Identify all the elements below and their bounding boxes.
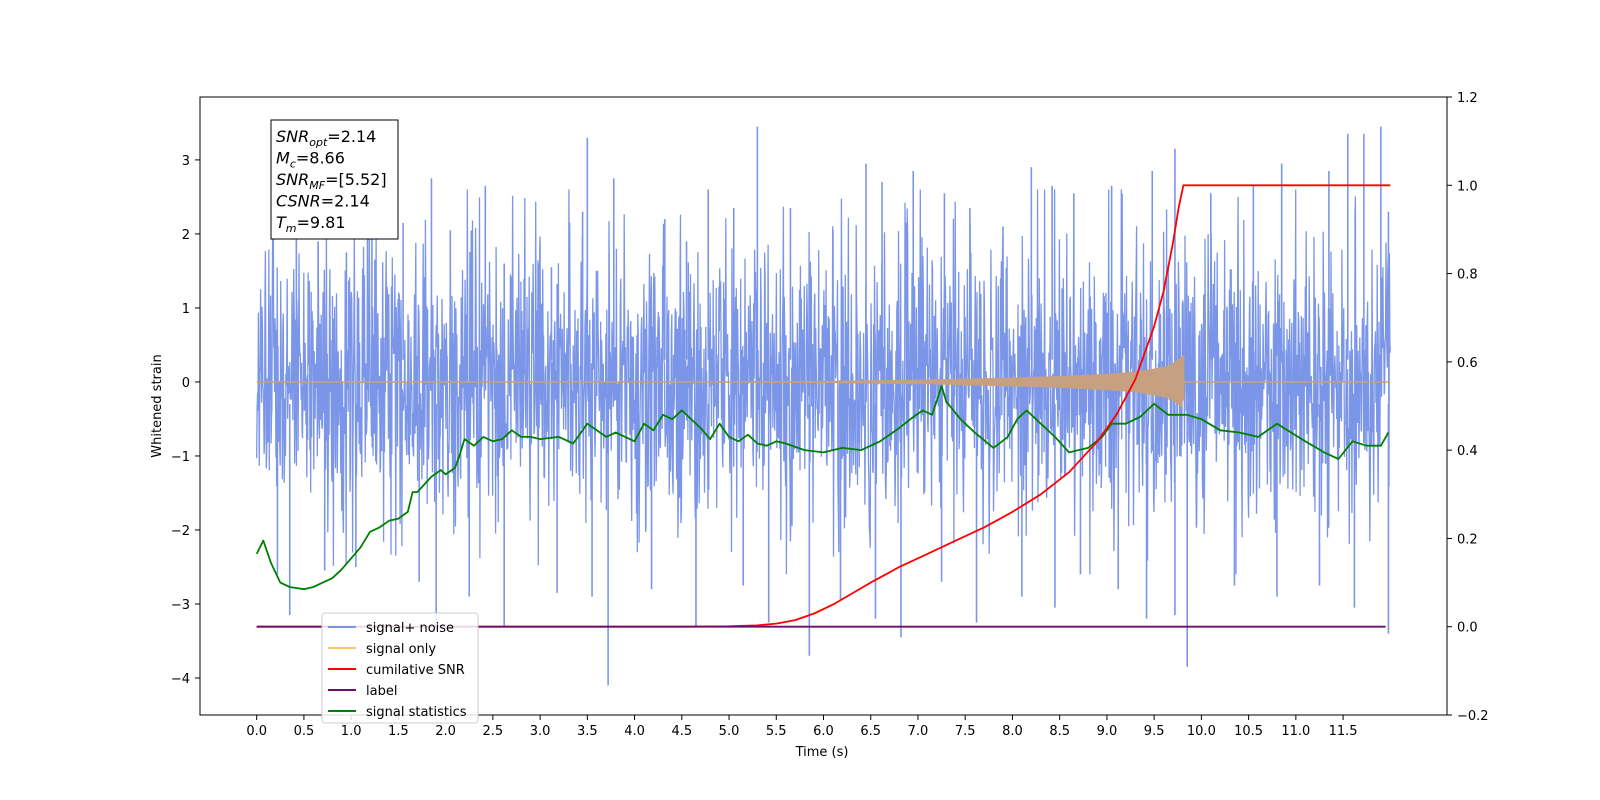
legend-label: label: [366, 684, 397, 699]
x-tick-label: 6.0: [813, 724, 834, 739]
x-tick-label: 5.0: [719, 724, 740, 739]
x-tick-label: 1.5: [388, 724, 409, 739]
y-left-tick-label: −2: [171, 524, 190, 539]
x-tick-label: 4.5: [671, 724, 692, 739]
series-signal-statistics-line: [255, 385, 1390, 591]
x-tick-label: 11.5: [1329, 724, 1358, 739]
annotation-line: SNRopt=2.14: [276, 127, 376, 149]
y-right-tick-label: 1.0: [1457, 179, 1478, 194]
y-right-tick-label: 0.2: [1457, 532, 1478, 547]
legend-frame: [321, 612, 479, 724]
x-tick-label: 10.0: [1187, 724, 1216, 739]
y-left-tick-label: −1: [171, 450, 190, 465]
annotation-line: Mc=8.66: [276, 149, 345, 171]
x-tick-label: 9.0: [1097, 724, 1118, 739]
annotation-line: CSNR=2.14: [276, 192, 370, 211]
x-tick-label: 10.5: [1234, 724, 1263, 739]
y-right-tick-label: 0.8: [1457, 268, 1478, 283]
y-right-tick-label: 0.6: [1457, 356, 1478, 371]
y-axis-left-title: Whitened strain: [150, 354, 165, 457]
annotation-box-frame: [270, 119, 399, 240]
y-left-tick-label: −4: [171, 672, 190, 687]
y-left-tick-label: 1: [182, 302, 190, 317]
y-right-tick-label: 0.4: [1457, 444, 1478, 459]
legend-label: signal only: [366, 642, 436, 657]
legend: signal+ noise signal only cumilative SNR la…: [321, 612, 479, 724]
x-tick-label: 3.0: [530, 724, 551, 739]
y-right-tick-label: −0.2: [1457, 709, 1489, 724]
y-left-tick-label: 2: [182, 228, 190, 243]
y-right-tick-label: 1.2: [1457, 91, 1478, 106]
x-tick-label: 7.5: [955, 724, 976, 739]
x-tick-label: 2.5: [483, 724, 504, 739]
series-signal-noise-line: [256, 189, 1391, 575]
x-tick-label: 0.0: [246, 724, 267, 739]
x-tick-label: 8.0: [1002, 724, 1023, 739]
legend-label: signal statistics: [366, 705, 467, 720]
y-left-tick-label: 0: [182, 376, 190, 391]
series-cumulative-snr-line: [256, 184, 1391, 628]
x-tick-label: 6.5: [860, 724, 881, 739]
annotation-line: Tm=9.81: [276, 213, 346, 235]
y-right-tick-label: 0.0: [1457, 621, 1478, 636]
legend-label: signal+ noise: [366, 621, 454, 636]
x-axis-title: Time (s): [795, 745, 849, 760]
x-tick-label: 3.5: [577, 724, 598, 739]
x-tick-label: 2.0: [435, 724, 456, 739]
y-axis-right: 1.2 1.0 0.8 0.6 0.4 0.2 0.0 −0.2: [1447, 91, 1489, 724]
x-tick-label: 4.0: [624, 724, 645, 739]
x-axis: 0.0 0.5 1.0 1.5 2.0 2.5 3.0 3.5 4.0 4.5 5.0 5.5 6.0 6…: [246, 715, 1358, 739]
x-tick-label: 11.0: [1281, 724, 1310, 739]
x-tick-label: 9.5: [1144, 724, 1165, 739]
x-tick-label: 0.5: [294, 724, 315, 739]
x-tick-label: 1.0: [341, 724, 362, 739]
legend-label: cumilative SNR: [366, 663, 465, 678]
y-left-tick-label: −3: [171, 598, 190, 613]
annotation-line: SNRMF=[5.52]: [276, 170, 387, 192]
x-tick-label: 8.5: [1049, 724, 1070, 739]
x-tick-label: 5.5: [766, 724, 787, 739]
x-tick-label: 7.0: [908, 724, 929, 739]
plot-area: [255, 126, 1391, 686]
y-axis-left: 3 2 1 0 −1 −2 −3 −4: [171, 154, 200, 687]
y-left-tick-label: 3: [182, 154, 190, 169]
